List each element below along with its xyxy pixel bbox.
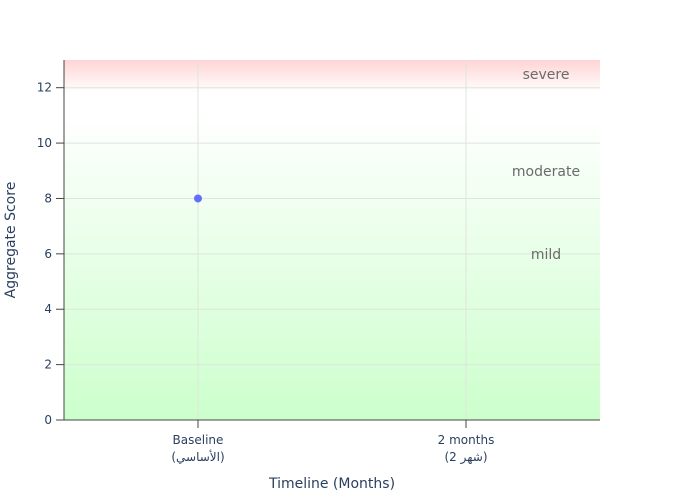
- x-tick-label: 2 months: [438, 433, 495, 447]
- y-tick-label: 2: [44, 358, 52, 372]
- data-point: [194, 194, 202, 203]
- y-tick-label: 10: [37, 136, 52, 150]
- y-tick-label: 12: [37, 81, 52, 95]
- y-tick-label: 4: [44, 302, 52, 316]
- x-tick-sublabel: (الأساسي): [171, 449, 224, 464]
- band-label-moderate: moderate: [512, 164, 580, 180]
- band-label-mild: mild: [531, 247, 561, 263]
- band-label-severe: severe: [523, 67, 570, 83]
- y-axis-title: Aggregate Score: [3, 182, 19, 299]
- x-axis-title: Timeline (Months): [268, 476, 395, 492]
- plot-background: [64, 60, 600, 420]
- y-tick-label: 8: [44, 191, 52, 205]
- y-tick-label: 6: [44, 247, 52, 261]
- x-tick-sublabel: (شهر 2): [444, 450, 487, 465]
- y-tick-label: 0: [44, 413, 52, 427]
- x-tick-label: Baseline: [173, 433, 224, 447]
